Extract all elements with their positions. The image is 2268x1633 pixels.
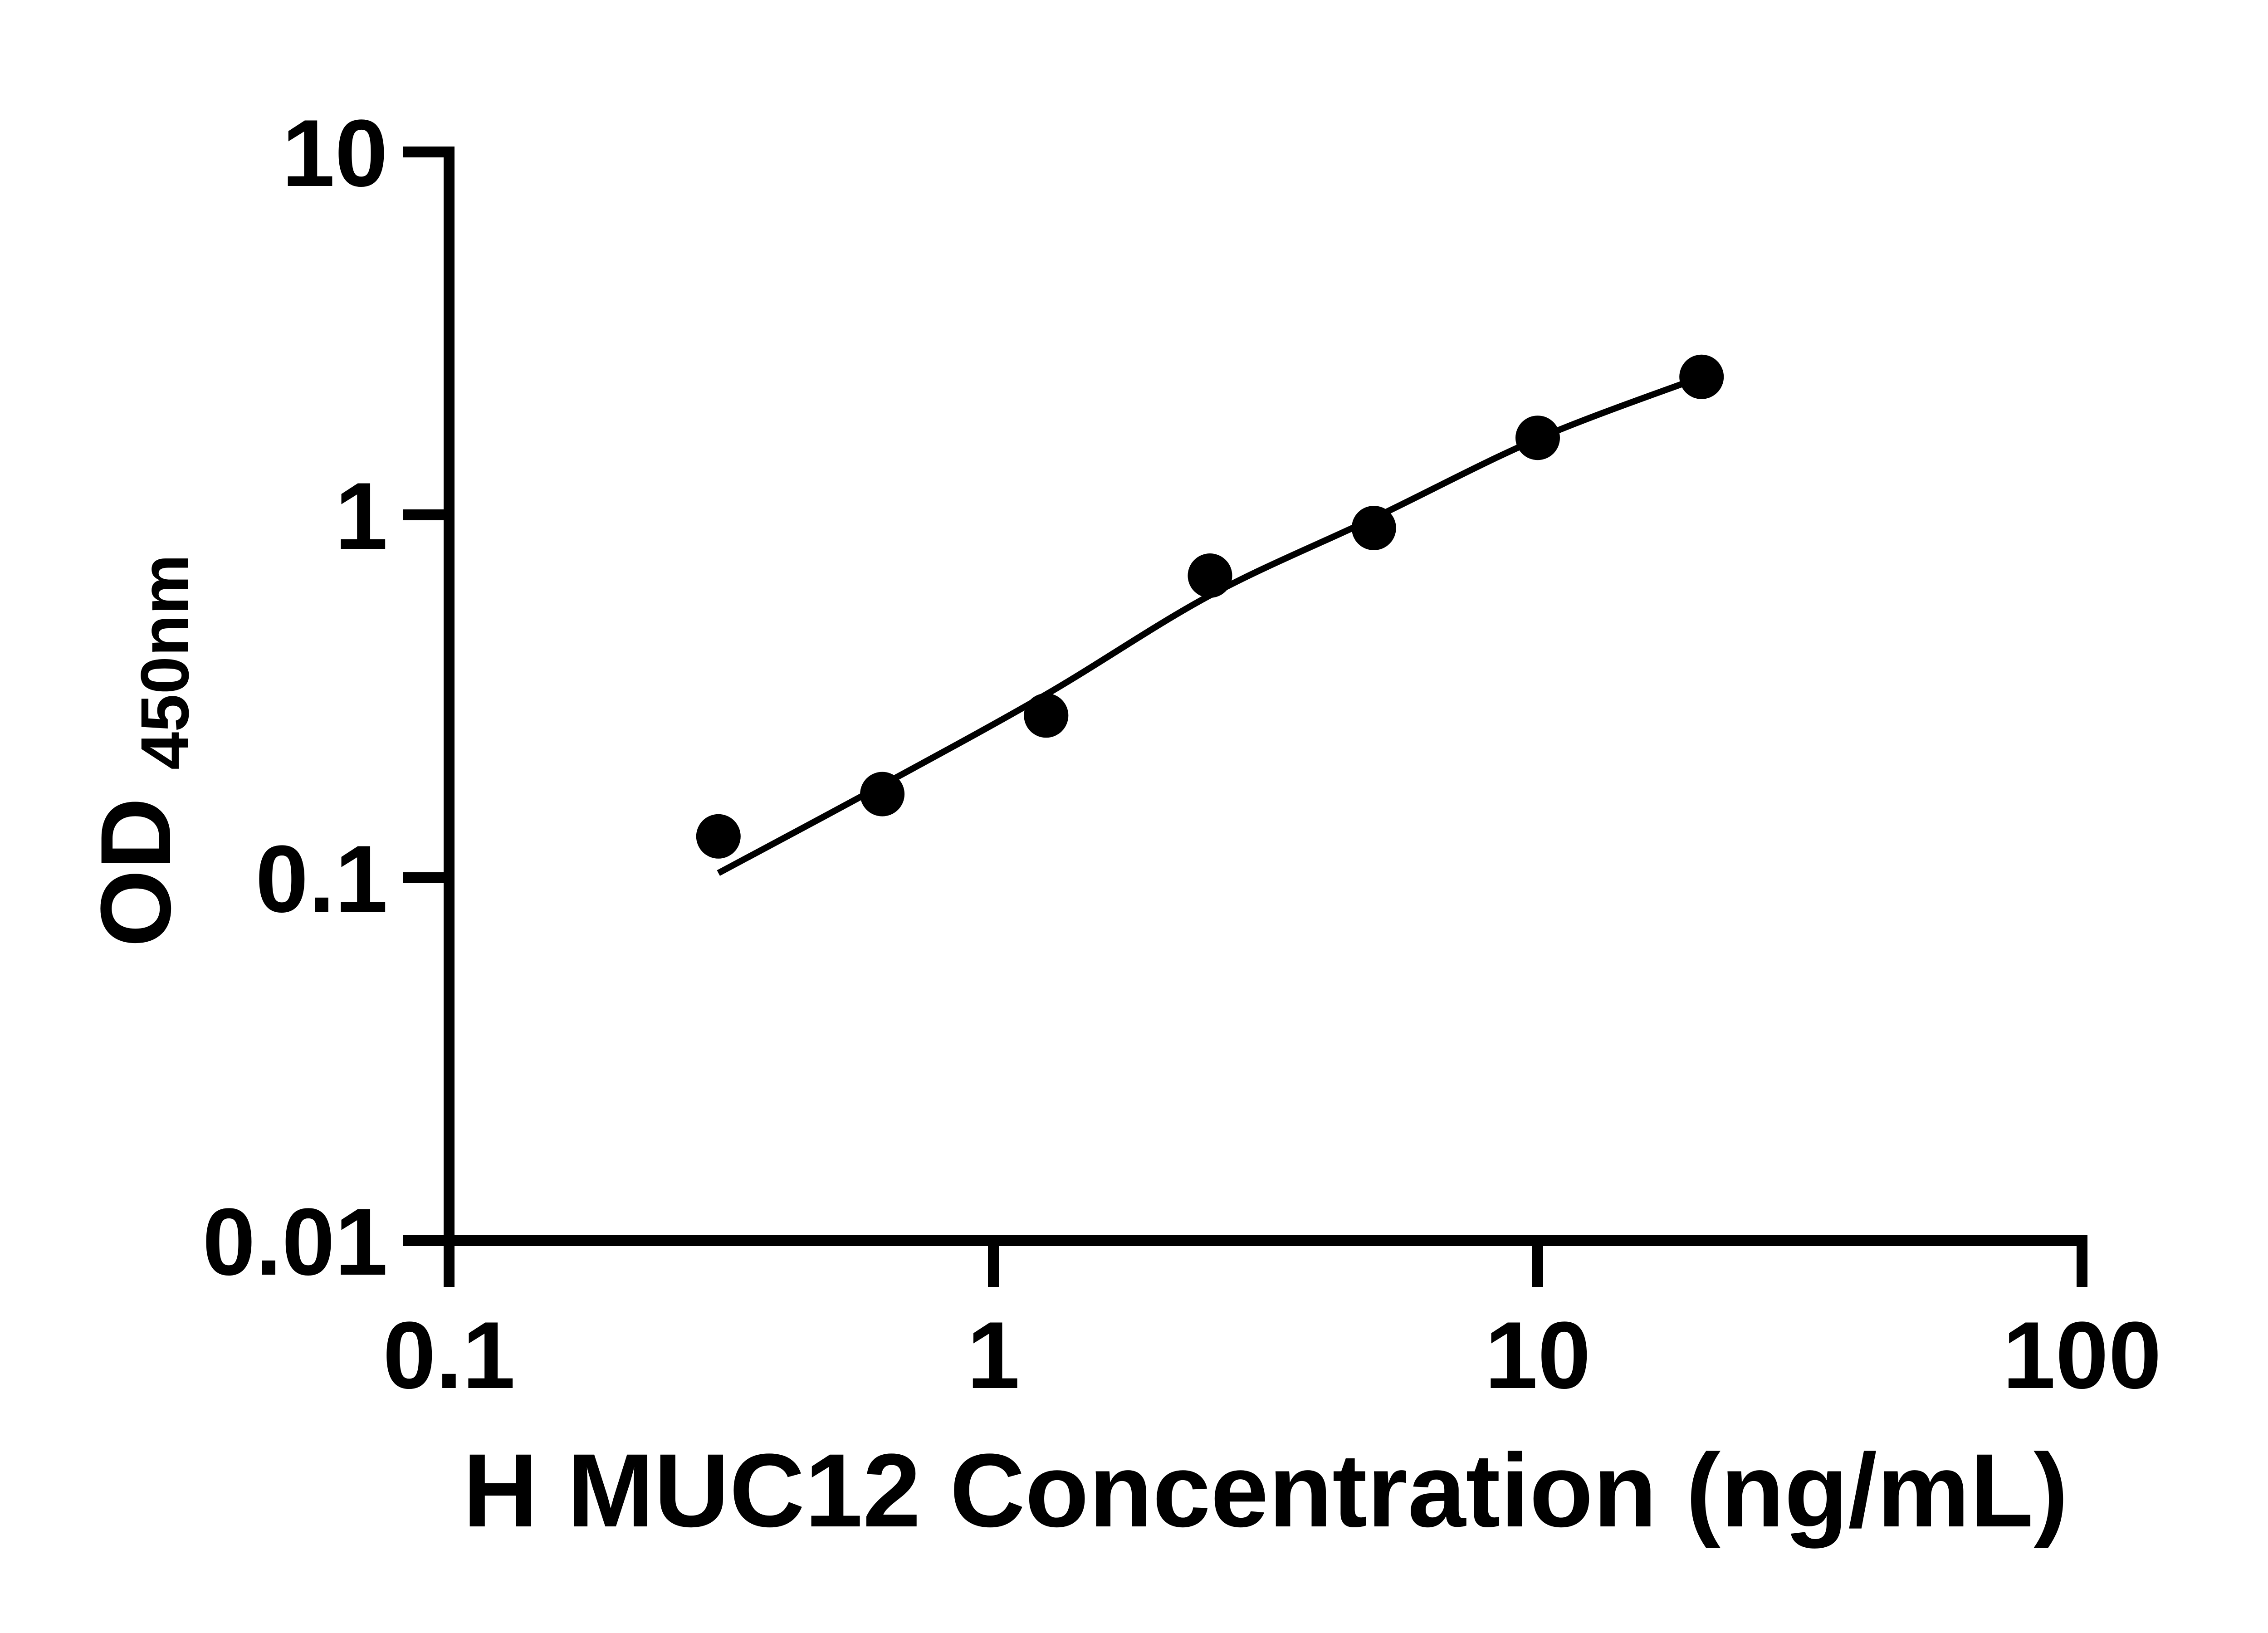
axes (403, 147, 2087, 1287)
data-point (1351, 506, 1396, 550)
x-tick-label: 100 (2003, 1302, 2161, 1408)
x-axis-title: H MUC12 Concentration (ng/mL) (463, 1432, 2068, 1549)
x-tick-label: 10 (1485, 1302, 1591, 1408)
y-axis-title-main: OD (80, 797, 191, 947)
data-point (1188, 553, 1232, 598)
data-point (1679, 354, 1724, 399)
y-tick-label: 0.1 (255, 826, 388, 932)
y-axis-title: OD 450nm (80, 554, 203, 947)
y-tick-label: 1 (335, 463, 388, 569)
data-point (860, 772, 905, 816)
data-point (1024, 693, 1069, 738)
y-axis-title-subscript: 450nm (127, 554, 203, 770)
y-tick-label: 0.01 (202, 1188, 388, 1295)
y-tick-label: 10 (282, 100, 388, 206)
x-tick-label: 0.1 (383, 1302, 515, 1408)
x-tick-label: 1 (967, 1302, 1020, 1408)
data-point (1515, 416, 1560, 460)
plot-area (696, 354, 1724, 876)
data-point (696, 814, 741, 859)
